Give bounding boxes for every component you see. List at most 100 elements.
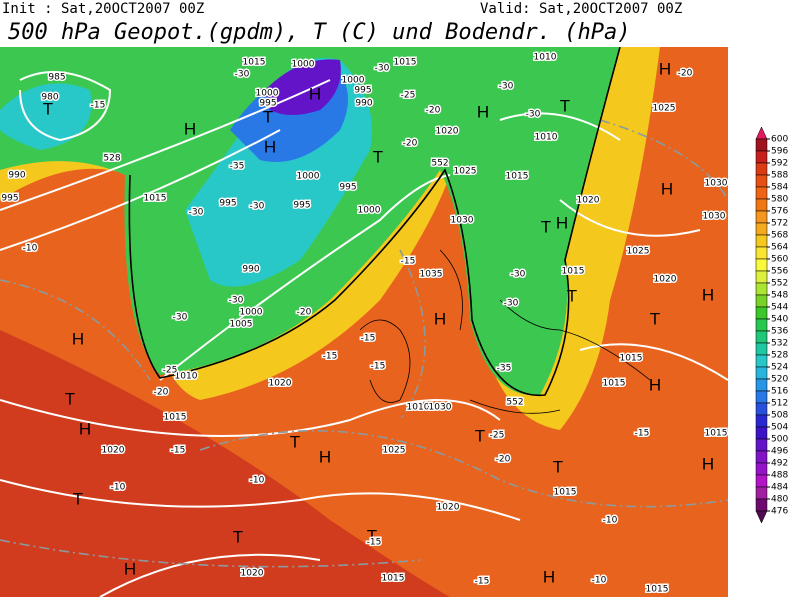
colorbar-box (755, 186, 768, 200)
contour-label: 1005 (230, 320, 253, 330)
colorbar-top-arrow (755, 126, 768, 140)
contour-label: 1030 (703, 212, 726, 222)
contour-label: 1015 (164, 413, 187, 423)
contour-label: -25 (490, 431, 505, 441)
colorbar-box (755, 282, 768, 296)
contour-label: 1025 (383, 446, 406, 456)
contour-label: -15 (367, 538, 382, 548)
contour-label: 1015 (603, 379, 626, 389)
contour-label: 1020 (654, 275, 677, 285)
contour-label: -30 (229, 296, 244, 306)
colorbar-tick-label: 504 (771, 423, 788, 433)
contour-label: 552 (506, 398, 523, 408)
contour-label: -30 (504, 299, 519, 309)
colorbar-box (755, 198, 768, 212)
isobars (0, 71, 728, 597)
colorbar-box (755, 234, 768, 248)
colorbar-box (755, 210, 768, 224)
pressure-center: T (43, 99, 53, 118)
contour-label: -25 (401, 91, 416, 101)
pressure-center: H (556, 213, 568, 232)
colorbar-box (755, 354, 768, 368)
colorbar-box (755, 426, 768, 440)
pressure-center: H (649, 375, 661, 394)
contour-label: 1010 (175, 372, 198, 382)
contour-label: -30 (375, 64, 390, 74)
colorbar-tick-label: 576 (771, 207, 788, 217)
contour-label: -10 (592, 576, 607, 586)
colorbar-box (755, 150, 768, 164)
contour-label: 990 (355, 99, 372, 109)
contour-label: -30 (235, 70, 250, 80)
colorbar-tick-label: 588 (771, 171, 788, 181)
contour-label: 1000 (358, 206, 381, 216)
colorbar-tick-label: 520 (771, 375, 788, 385)
contour-label: 995 (259, 99, 276, 109)
contour-label: -20 (297, 308, 312, 318)
pressure-center: T (541, 217, 551, 236)
pressure-center: H (184, 119, 196, 138)
pressure-center: T (233, 527, 243, 546)
colorbar-tick-label: 568 (771, 231, 788, 241)
pressure-center: H (661, 179, 673, 198)
colorbar-tick-label: 572 (771, 219, 788, 229)
colorbar-tick-label: 536 (771, 327, 788, 337)
contour-label: 980 (41, 93, 58, 103)
pressure-center: T (373, 147, 383, 166)
contour-label: 985 (48, 73, 65, 83)
contour-label: -15 (371, 362, 386, 372)
colorbar-tick-label: 476 (771, 507, 788, 517)
contour-label: 1015 (554, 488, 577, 498)
contour-label: 1015 (382, 574, 405, 584)
colorbar-tick-label: 584 (771, 183, 788, 193)
contour-label: 1010 (407, 403, 430, 413)
contour-label: -10 (23, 244, 38, 254)
init-time: Init : Sat,20OCT2007 00Z (2, 1, 204, 17)
contour-label: 1000 (297, 172, 320, 182)
colorbar-tick-label: 508 (771, 411, 788, 421)
contour-label: 995 (1, 194, 18, 204)
contour-label: 1000 (292, 60, 315, 70)
colorbar-tick-label: 592 (771, 159, 788, 169)
contour-label: 1015 (144, 194, 167, 204)
colorbar-tick-label: 512 (771, 399, 788, 409)
pressure-center: H (79, 419, 91, 438)
contour-label: 1020 (577, 196, 600, 206)
colorbar-tick-label: 556 (771, 267, 788, 277)
contour-label: 1020 (436, 127, 459, 137)
colorbar-box (755, 306, 768, 320)
colorbar-box (755, 246, 768, 260)
colorbar-tick-label: 480 (771, 495, 788, 505)
contour-label: -15 (475, 577, 490, 587)
contour-label: 1020 (437, 503, 460, 513)
contour-label: -35 (230, 162, 245, 172)
colorbar-tick-label: 516 (771, 387, 788, 397)
colorbar-tick-label: 528 (771, 351, 788, 361)
contour-label: 1020 (269, 379, 292, 389)
colorbar-box (755, 378, 768, 392)
contour-label: -20 (426, 106, 441, 116)
contour-label: 1000 (342, 76, 365, 86)
pressure-center: H (124, 559, 136, 578)
contour-label: 1025 (627, 247, 650, 257)
contour-label: 1015 (705, 429, 728, 439)
contour-label: 1030 (705, 179, 728, 189)
pressure-center: T (567, 286, 577, 305)
contour-label: 1030 (451, 216, 474, 226)
contour-label: 1030 (429, 403, 452, 413)
colorbar-box (755, 438, 768, 452)
contour-label: 1035 (420, 270, 443, 280)
coastlines (359, 249, 651, 414)
contour-label: -20 (154, 388, 169, 398)
cold-area-west (0, 83, 92, 150)
contour-label: -30 (499, 82, 514, 92)
pressure-center: T (65, 389, 75, 408)
colorbar-box (755, 402, 768, 416)
colorbar-tick-label: 564 (771, 243, 788, 253)
colorbar-box (755, 462, 768, 476)
colorbar-box (755, 330, 768, 344)
colorbar-box (755, 294, 768, 308)
colorbar-tick-label: 524 (771, 363, 788, 373)
pressure-center: H (264, 137, 276, 156)
contour-label: -15 (171, 446, 186, 456)
